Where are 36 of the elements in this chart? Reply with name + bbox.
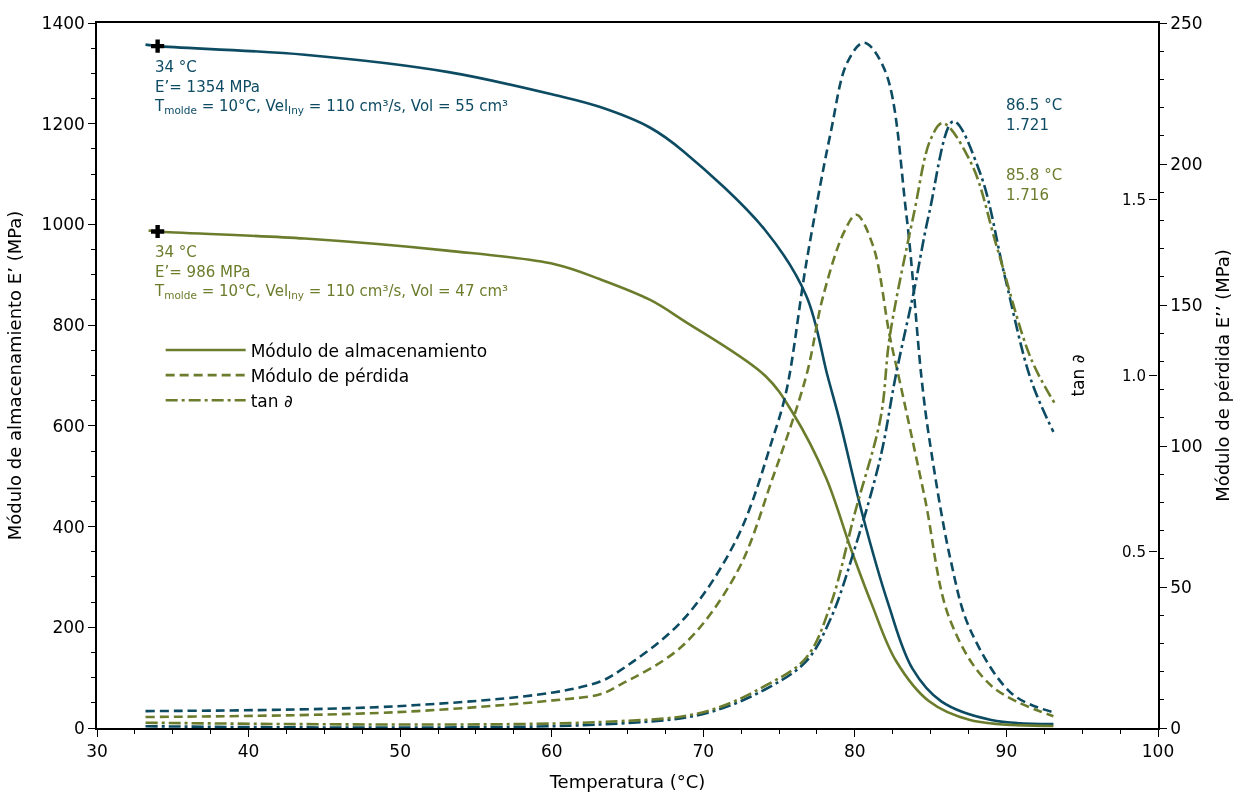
- y2-tick-label: 250: [1170, 12, 1203, 33]
- annotation: 85.8 °C 1.716: [1006, 166, 1063, 204]
- y-tick-label: 1200: [41, 113, 85, 134]
- x-tick-label: 90: [995, 741, 1018, 762]
- y2-tick-label: 200: [1170, 153, 1203, 174]
- y2-tick-label: 150: [1170, 294, 1203, 315]
- y-tick-label: 200: [52, 617, 85, 638]
- y2-axis-title: Módulo de pérdida E’’ (MPa): [1212, 249, 1234, 502]
- annotation: 34 °C E’= 986 MPa T$_{molde}$ = 10°C, Vel$_{Iny}$ = 110 cm³/s, Vol = 47 cm³: [154, 243, 509, 302]
- y-tick-label: 400: [52, 516, 85, 537]
- y-tick-label: 800: [52, 315, 85, 336]
- y2-tick-label: 50: [1170, 576, 1192, 597]
- x-tick-label: 80: [844, 741, 866, 762]
- y-tick-label: 1000: [41, 214, 85, 235]
- y3-tick-label: 1.0: [1122, 366, 1146, 385]
- x-tick-label: 40: [237, 741, 260, 762]
- y2-tick-label: 100: [1170, 435, 1203, 456]
- y-axis-title: Módulo de almacenamiento E’ (MPa): [4, 210, 26, 541]
- x-tick-label: 70: [692, 741, 715, 762]
- y3-tick-label: 1.5: [1122, 190, 1146, 209]
- y3-tick-label: 0.5: [1122, 543, 1146, 561]
- annotation: 34 °C E’= 1354 MPa T$_{molde}$ = 10°C, Vel$_{Iny}$ = 110 cm³/s, Vol = 55 cm³: [154, 58, 509, 117]
- x-axis-title: Temperatura (°C): [548, 770, 706, 792]
- y3-axis-title: tan ∂: [1067, 354, 1088, 397]
- x-tick-label: 60: [540, 741, 563, 762]
- x-tick-label: 50: [389, 741, 411, 762]
- y2-tick-label: 0: [1170, 717, 1181, 738]
- legend-label: Módulo de almacenamiento: [250, 340, 488, 361]
- annotation: 86.5 °C 1.721: [1006, 96, 1063, 134]
- y-tick-label: 0: [74, 717, 85, 738]
- x-tick-label: 30: [86, 741, 108, 762]
- y-tick-label: 1400: [41, 12, 85, 33]
- y-tick-label: 600: [52, 415, 85, 436]
- legend-label: Módulo de pérdida: [250, 365, 410, 386]
- legend-label: tan ∂: [250, 390, 293, 411]
- x-tick-label: 100: [1141, 741, 1175, 762]
